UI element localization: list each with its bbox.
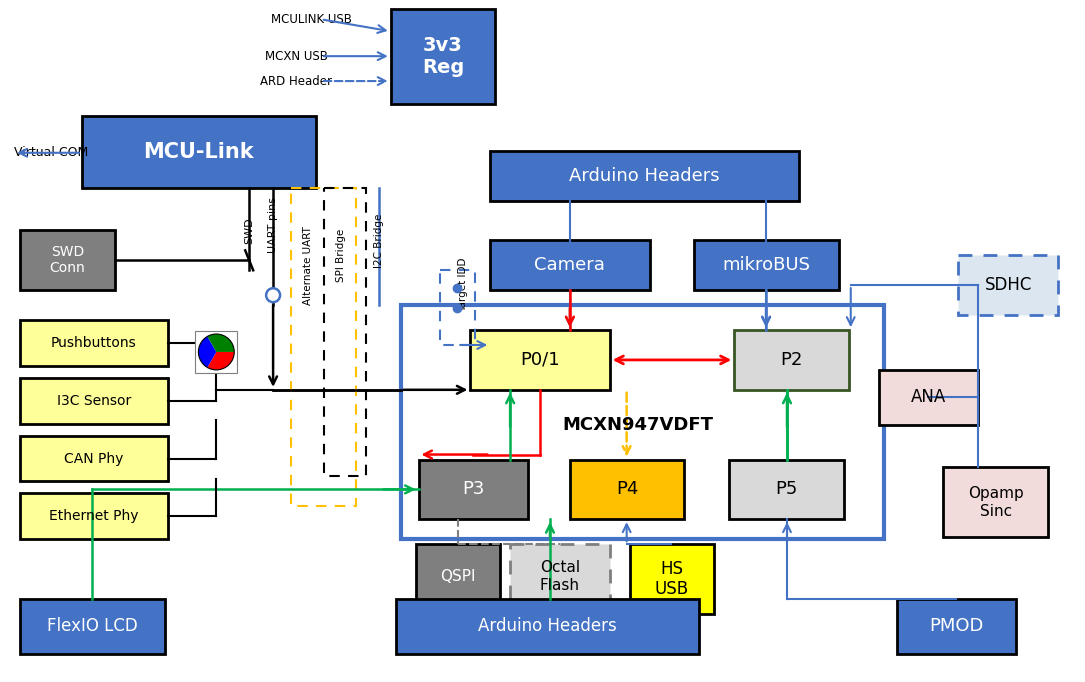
Bar — [21, 320, 167, 366]
Bar — [490, 241, 650, 291]
Text: ARD Header: ARD Header — [260, 74, 332, 87]
Text: P0/1: P0/1 — [520, 351, 560, 369]
Bar — [896, 599, 1016, 654]
Text: UART pins: UART pins — [268, 198, 278, 254]
Bar — [729, 460, 844, 519]
Bar — [570, 460, 685, 519]
Bar — [694, 241, 839, 291]
Text: CAN Phy: CAN Phy — [64, 451, 124, 466]
Bar — [490, 151, 799, 201]
Bar — [291, 188, 356, 506]
Text: I3C Sensor: I3C Sensor — [56, 394, 131, 408]
Text: SWD
Conn: SWD Conn — [50, 246, 86, 276]
Text: Target IDD: Target IDD — [458, 258, 469, 312]
Wedge shape — [207, 334, 234, 352]
Text: Ethernet Phy: Ethernet Phy — [49, 509, 139, 523]
Text: Opamp
Sinc: Opamp Sinc — [968, 486, 1023, 518]
Wedge shape — [207, 352, 234, 370]
Text: MCULINK USB: MCULINK USB — [270, 13, 352, 26]
Bar — [396, 599, 700, 654]
Wedge shape — [199, 336, 216, 368]
Bar — [391, 10, 495, 104]
Bar — [81, 116, 316, 188]
Bar — [324, 188, 366, 477]
Text: Camera: Camera — [535, 256, 605, 274]
Text: MCU-Link: MCU-Link — [143, 142, 254, 162]
Text: SDHC: SDHC — [984, 276, 1032, 294]
Text: QSPI: QSPI — [441, 569, 475, 584]
Bar — [943, 467, 1048, 537]
Text: Virtual COM: Virtual COM — [14, 146, 88, 160]
Text: mikroBUS: mikroBUS — [723, 256, 810, 274]
Bar — [400, 305, 883, 539]
Bar — [416, 544, 500, 609]
Text: PMOD: PMOD — [929, 617, 983, 636]
Text: SPI Bridge: SPI Bridge — [336, 228, 346, 282]
Text: Alternate UART: Alternate UART — [303, 226, 312, 305]
Bar — [21, 493, 167, 539]
Text: HS
USB: HS USB — [655, 560, 689, 598]
Bar — [21, 436, 167, 481]
Text: FlexIO LCD: FlexIO LCD — [47, 617, 138, 636]
Text: Arduino Headers: Arduino Headers — [570, 166, 719, 185]
Bar — [510, 544, 610, 609]
Text: P2: P2 — [780, 351, 803, 369]
Text: Octal
Flash: Octal Flash — [540, 561, 580, 593]
Text: 3v3
Reg: 3v3 Reg — [422, 36, 464, 77]
Text: I2C Bridge: I2C Bridge — [373, 213, 384, 267]
Bar — [441, 270, 475, 345]
Bar — [419, 460, 528, 519]
Bar — [629, 544, 714, 614]
Bar — [958, 255, 1058, 315]
Text: P3: P3 — [462, 480, 485, 499]
Bar — [21, 599, 165, 654]
Text: P5: P5 — [776, 480, 797, 499]
Bar — [879, 370, 979, 425]
Bar — [21, 231, 115, 291]
Text: SWD: SWD — [244, 217, 254, 243]
Circle shape — [266, 288, 280, 302]
Bar — [195, 331, 238, 373]
Text: MCXN947VDFT: MCXN947VDFT — [562, 415, 713, 434]
Text: MCXN USB: MCXN USB — [265, 50, 328, 63]
Bar — [21, 378, 167, 424]
Bar — [470, 330, 610, 390]
Text: ANA: ANA — [910, 388, 946, 406]
Bar — [735, 330, 848, 390]
Text: P4: P4 — [616, 480, 638, 499]
Text: Pushbuttons: Pushbuttons — [51, 336, 137, 350]
Text: Arduino Headers: Arduino Headers — [478, 617, 617, 636]
